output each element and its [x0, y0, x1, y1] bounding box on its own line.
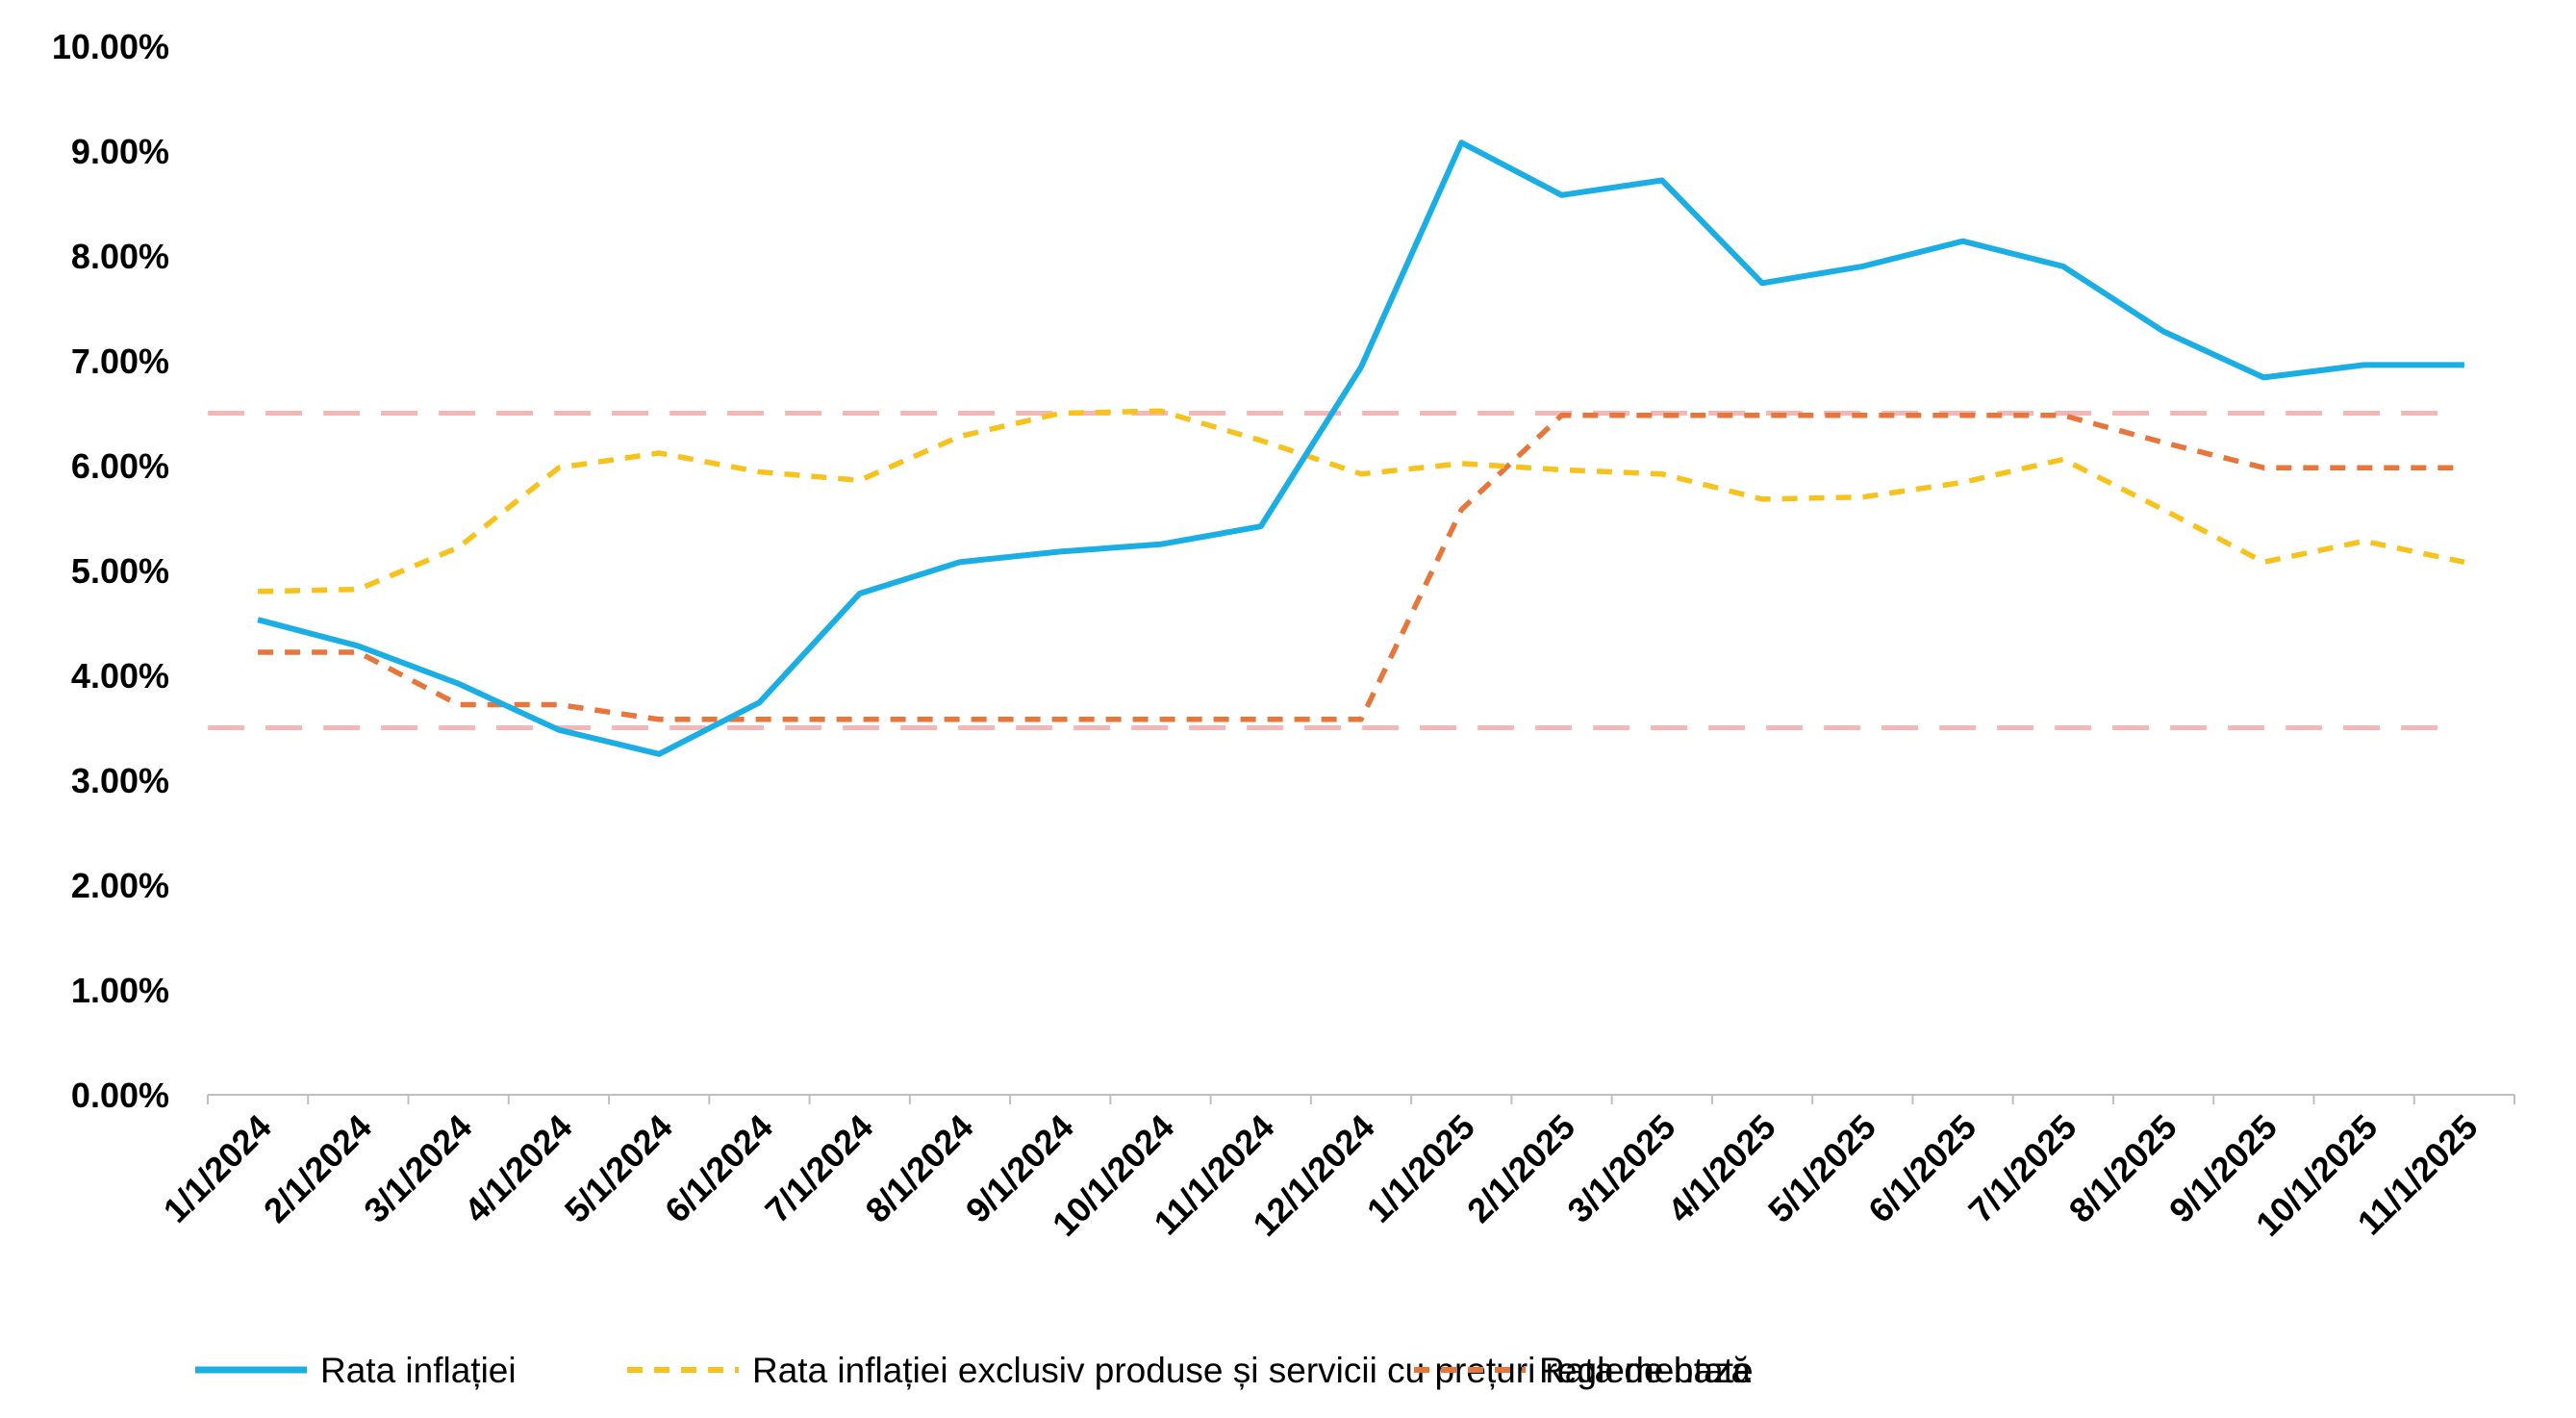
- x-tick-label: 2/1/2025: [1459, 1107, 1582, 1230]
- series-line-0: [257, 139, 2464, 757]
- x-tick-label: 2/1/2024: [256, 1107, 379, 1230]
- y-tick-label: 2.00%: [71, 866, 169, 905]
- y-tick-label: 10.00%: [52, 27, 169, 66]
- x-tick-label: 6/1/2024: [657, 1107, 780, 1230]
- legend-label-1: Rata inflației exclusiv produse și servi…: [752, 1351, 1754, 1390]
- y-axis: 0.00% 1.00% 2.00% 3.00% 4.00% 5.00% 6.00% 7.00%…: [52, 27, 169, 1115]
- y-tick-label: 9.00%: [71, 132, 169, 171]
- y-tick-label: 3.00%: [71, 761, 169, 800]
- series-line-1: [258, 408, 2465, 595]
- x-tick-label: 4/1/2025: [1660, 1107, 1783, 1230]
- y-tick-label: 8.00%: [71, 237, 169, 276]
- series-group: [257, 139, 2465, 757]
- y-tick-label: 0.00%: [71, 1076, 169, 1115]
- x-tick-label: 1/1/2024: [156, 1107, 279, 1230]
- series-line-2: [258, 412, 2464, 722]
- reference-lines: [208, 411, 2457, 730]
- x-tick-label: 3/1/2025: [1559, 1107, 1682, 1230]
- y-tick-label: 1.00%: [71, 971, 169, 1010]
- y-tick-label: 7.00%: [71, 342, 169, 381]
- x-tick-label: 7/1/2024: [757, 1107, 880, 1230]
- x-axis: 1/1/20242/1/20243/1/20244/1/20245/1/2024…: [156, 1094, 2515, 1244]
- y-tick-label: 4.00%: [71, 656, 169, 696]
- x-tick-label: 8/1/2025: [2061, 1107, 2185, 1230]
- x-tick-label: 8/1/2024: [858, 1107, 981, 1230]
- x-tick-label: 7/1/2025: [1960, 1107, 2084, 1230]
- x-tick-label: 1/1/2025: [1359, 1107, 1482, 1230]
- legend-label-0: Rata inflației: [320, 1351, 517, 1390]
- y-tick-label: 6.00%: [71, 446, 169, 486]
- x-tick-label: 4/1/2024: [456, 1107, 579, 1230]
- x-tick-label: 3/1/2024: [356, 1107, 479, 1230]
- x-tick-label: 5/1/2024: [557, 1107, 680, 1230]
- x-tick-label: 6/1/2025: [1860, 1107, 1983, 1230]
- y-tick-label: 5.00%: [71, 551, 169, 591]
- x-tick-label: 5/1/2025: [1760, 1107, 1883, 1230]
- legend-label-2: Rata de bază: [1539, 1351, 1752, 1390]
- legend: Rata inflației Rata inflației exclusiv pr…: [195, 1351, 1754, 1390]
